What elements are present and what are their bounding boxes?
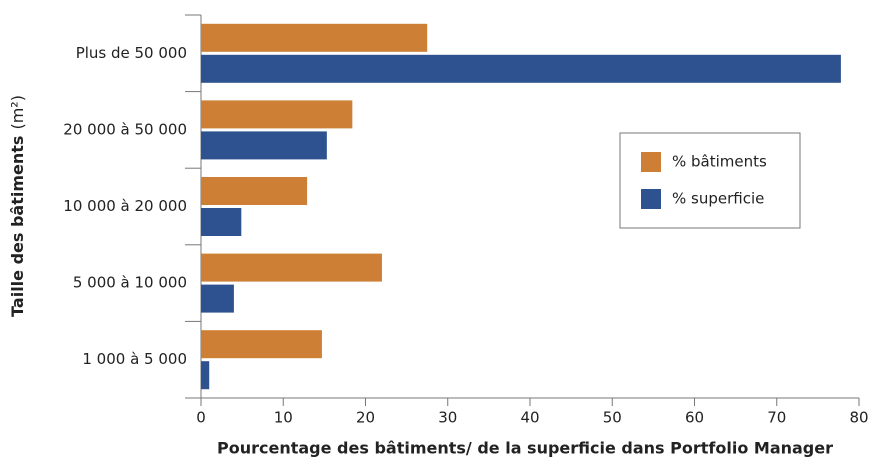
x-tick-label: 10: [274, 409, 293, 427]
x-tick-label: 0: [196, 409, 206, 427]
legend-box: [619, 132, 801, 229]
bar: [201, 253, 382, 282]
x-tick-label: 60: [685, 409, 704, 427]
y-axis-title: Taille des bâtiments (m²): [8, 95, 27, 317]
y-tick-label: 5 000 à 10 000: [73, 274, 187, 292]
y-tick-label: 10 000 à 20 000: [63, 197, 187, 215]
x-tick-label: 30: [438, 409, 457, 427]
y-axis-title-main: Taille des bâtiments: [8, 136, 27, 317]
y-tick-label: Plus de 50 000: [76, 44, 187, 62]
x-tick-label: 70: [767, 409, 786, 427]
bar: [201, 361, 210, 390]
legend-label: % superficie: [672, 190, 764, 208]
legend-swatch: [641, 189, 661, 209]
y-tick-label: 20 000 à 50 000: [63, 120, 187, 138]
bar: [201, 284, 234, 313]
x-tick-label: 20: [356, 409, 375, 427]
bar: [201, 100, 353, 129]
bar: [201, 131, 327, 160]
bar: [201, 330, 322, 359]
y-tick-label: 1 000 à 5 000: [82, 350, 187, 368]
bar: [201, 177, 308, 205]
x-tick-label: 40: [520, 409, 539, 427]
x-axis-title: Pourcentage des bâtiments/ de la superfi…: [217, 439, 833, 458]
legend-label: % bâtiments: [672, 153, 767, 171]
y-axis-title-unit: (m²): [8, 95, 27, 129]
bar: [201, 23, 428, 52]
bar: [201, 54, 841, 83]
x-tick-label: 50: [603, 409, 622, 427]
x-tick-label: 80: [849, 409, 868, 427]
bar: [201, 208, 242, 236]
legend-swatch: [641, 152, 661, 172]
